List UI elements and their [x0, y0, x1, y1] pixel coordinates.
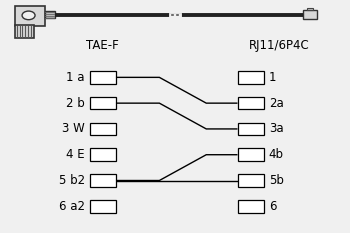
Text: 2a: 2a — [269, 97, 284, 110]
Bar — [90, 71, 116, 84]
Text: 5b: 5b — [269, 174, 284, 187]
Bar — [238, 71, 264, 84]
Text: 6: 6 — [269, 200, 276, 213]
Bar — [238, 97, 264, 110]
Text: 1 a: 1 a — [66, 71, 85, 84]
Bar — [303, 10, 317, 19]
Text: TAE-F: TAE-F — [86, 39, 118, 52]
Bar — [15, 25, 34, 38]
Text: 3a: 3a — [269, 122, 284, 135]
Bar — [238, 200, 264, 213]
Bar — [90, 148, 116, 161]
Bar — [307, 8, 313, 10]
Text: 1: 1 — [269, 71, 276, 84]
Bar — [90, 200, 116, 213]
Bar — [15, 6, 45, 26]
Bar — [90, 97, 116, 110]
Bar — [90, 174, 116, 187]
Bar — [238, 174, 264, 187]
Bar — [45, 11, 55, 18]
Circle shape — [22, 11, 35, 20]
Bar — [90, 123, 116, 135]
Text: 2 b: 2 b — [66, 97, 85, 110]
Text: 4b: 4b — [269, 148, 284, 161]
Bar — [238, 123, 264, 135]
Text: 4 E: 4 E — [66, 148, 85, 161]
Text: 6 a2: 6 a2 — [59, 200, 85, 213]
Bar — [238, 148, 264, 161]
Text: 5 b2: 5 b2 — [58, 174, 85, 187]
Text: 3 W: 3 W — [62, 122, 85, 135]
Text: RJ11/6P4C: RJ11/6P4C — [249, 39, 309, 52]
